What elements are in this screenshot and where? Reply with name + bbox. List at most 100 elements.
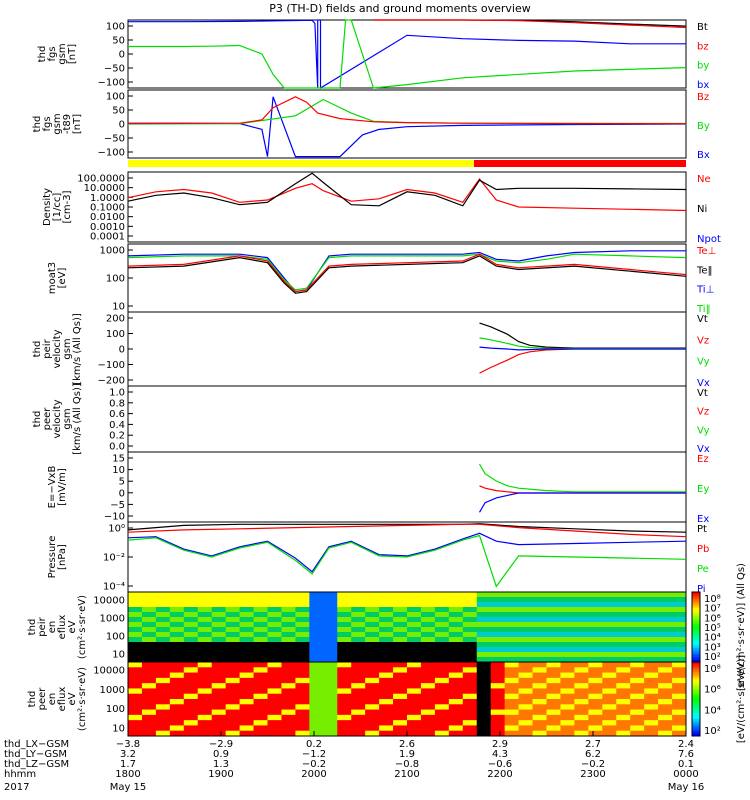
spectrogram-cell — [476, 622, 492, 628]
spectrogram-cell — [253, 662, 268, 668]
spectrogram-cell — [476, 730, 492, 737]
y-tick-label: −100 — [98, 360, 125, 371]
spectrogram-cell — [295, 627, 310, 633]
spectrogram-cell — [309, 683, 324, 689]
spectrogram-cell — [141, 714, 157, 721]
spectrogram-cell — [365, 683, 380, 689]
spectrogram-cell — [128, 657, 143, 663]
spectrogram-cell — [574, 720, 589, 726]
series-Vz — [479, 348, 686, 374]
spectrogram-cell — [504, 662, 520, 668]
spectrogram-cell — [323, 709, 338, 716]
colorbar-cell — [692, 681, 700, 685]
spectrogram-cell — [323, 693, 338, 700]
spectrogram-cell — [295, 709, 310, 716]
spectrogram-cell — [658, 642, 673, 648]
spectrogram-cell — [351, 672, 366, 679]
spectrogram-cell — [337, 720, 352, 726]
spectrogram-cell — [462, 642, 478, 648]
y-axis-label: [nPa] — [57, 544, 68, 570]
spectrogram-cell — [281, 627, 296, 633]
spectrogram-cell — [351, 662, 366, 668]
spectrogram-cell — [518, 704, 534, 711]
spectrogram-cell — [393, 725, 408, 732]
colorbar-cell — [692, 615, 700, 619]
spectrogram-cell — [351, 725, 366, 732]
spectrogram-cell — [365, 699, 380, 705]
spectrogram-cell — [253, 672, 268, 679]
spectrogram-cell — [365, 597, 380, 603]
spectrogram-cell — [197, 647, 213, 653]
y-axis-label: Pressure — [47, 536, 58, 579]
spectrogram-cell — [476, 612, 492, 618]
spectrogram-cell — [211, 622, 227, 628]
y-axis-label: peer — [37, 687, 48, 711]
spectrogram-cell — [295, 647, 310, 653]
spectrogram-cell — [225, 704, 241, 711]
spectrogram-cell — [448, 699, 464, 705]
spectrogram-cell — [448, 607, 464, 613]
y-axis-label: thd — [37, 46, 48, 63]
spectrogram-cell — [434, 683, 450, 689]
spectrogram-cell — [253, 677, 268, 684]
colorbar-cell — [692, 645, 700, 649]
spectrogram-cell — [295, 725, 310, 732]
spectrogram-cell — [225, 657, 241, 663]
spectrogram-cell — [155, 612, 171, 618]
spectrogram-cell — [504, 720, 520, 726]
spectrogram-cell — [672, 637, 687, 643]
spectrogram-cell — [393, 632, 408, 638]
spectrogram-cell — [476, 693, 492, 700]
spectrogram-cell — [128, 637, 143, 643]
spectrogram-cell — [169, 714, 185, 721]
spectrogram-cell — [658, 693, 673, 700]
spectrogram-cell — [560, 693, 575, 700]
spectrogram-cell — [211, 612, 227, 618]
spectrogram-cell — [239, 683, 255, 689]
spectrogram-cell — [644, 667, 659, 674]
colorbar-cell — [692, 599, 700, 602]
spectrogram-cell — [141, 592, 157, 598]
spectrogram-cell — [532, 667, 547, 674]
spectrogram-cell — [602, 709, 617, 716]
spectrogram-cell — [183, 617, 199, 623]
spectrogram-cell — [420, 709, 436, 716]
spectrogram-cell — [379, 709, 394, 716]
spectrogram-cell — [616, 677, 631, 684]
colorbar-cell — [692, 592, 700, 595]
spectrogram-cell — [462, 657, 478, 663]
spectrogram-cell — [211, 592, 227, 598]
spectrogram-cell — [337, 657, 352, 663]
spectrogram-cell — [225, 683, 241, 689]
spectrogram-cell — [672, 709, 687, 716]
spectrogram-cell — [253, 683, 268, 689]
spectrogram-cell — [323, 725, 338, 732]
spectrogram-cell — [337, 637, 352, 643]
spectrogram-cell — [337, 662, 352, 668]
x-tick-label: 2.4 — [678, 739, 694, 750]
spectrogram-cell — [490, 617, 506, 623]
spectrogram-cell — [337, 714, 352, 721]
spectrogram-cell — [407, 725, 422, 732]
y-tick-label: 10 — [112, 302, 125, 313]
colorbar-cell — [692, 596, 700, 600]
spectrogram-cell — [560, 647, 575, 653]
spectrogram-cell — [239, 730, 255, 737]
spectrogram-cell — [141, 657, 157, 663]
spectrogram-cell — [267, 637, 282, 643]
spectrogram-cell — [588, 714, 603, 721]
y-tick-label: −50 — [104, 134, 125, 145]
spectrogram-cell — [281, 725, 296, 732]
spectrogram-cell — [420, 657, 436, 663]
y-tick-label: 10 — [112, 724, 125, 735]
spectrogram-cell — [448, 677, 464, 684]
spectrogram-cell — [574, 597, 589, 603]
spectrogram-cell — [128, 704, 143, 711]
spectrogram-cell — [546, 704, 561, 711]
colorbar-tick-label: 10⁶ — [704, 613, 721, 624]
spectrogram-cell — [434, 709, 450, 716]
spectrogram-cell — [365, 627, 380, 633]
spectrogram-cell — [141, 622, 157, 628]
colorbar-cell — [692, 620, 700, 623]
spectrogram-cell — [672, 607, 687, 613]
